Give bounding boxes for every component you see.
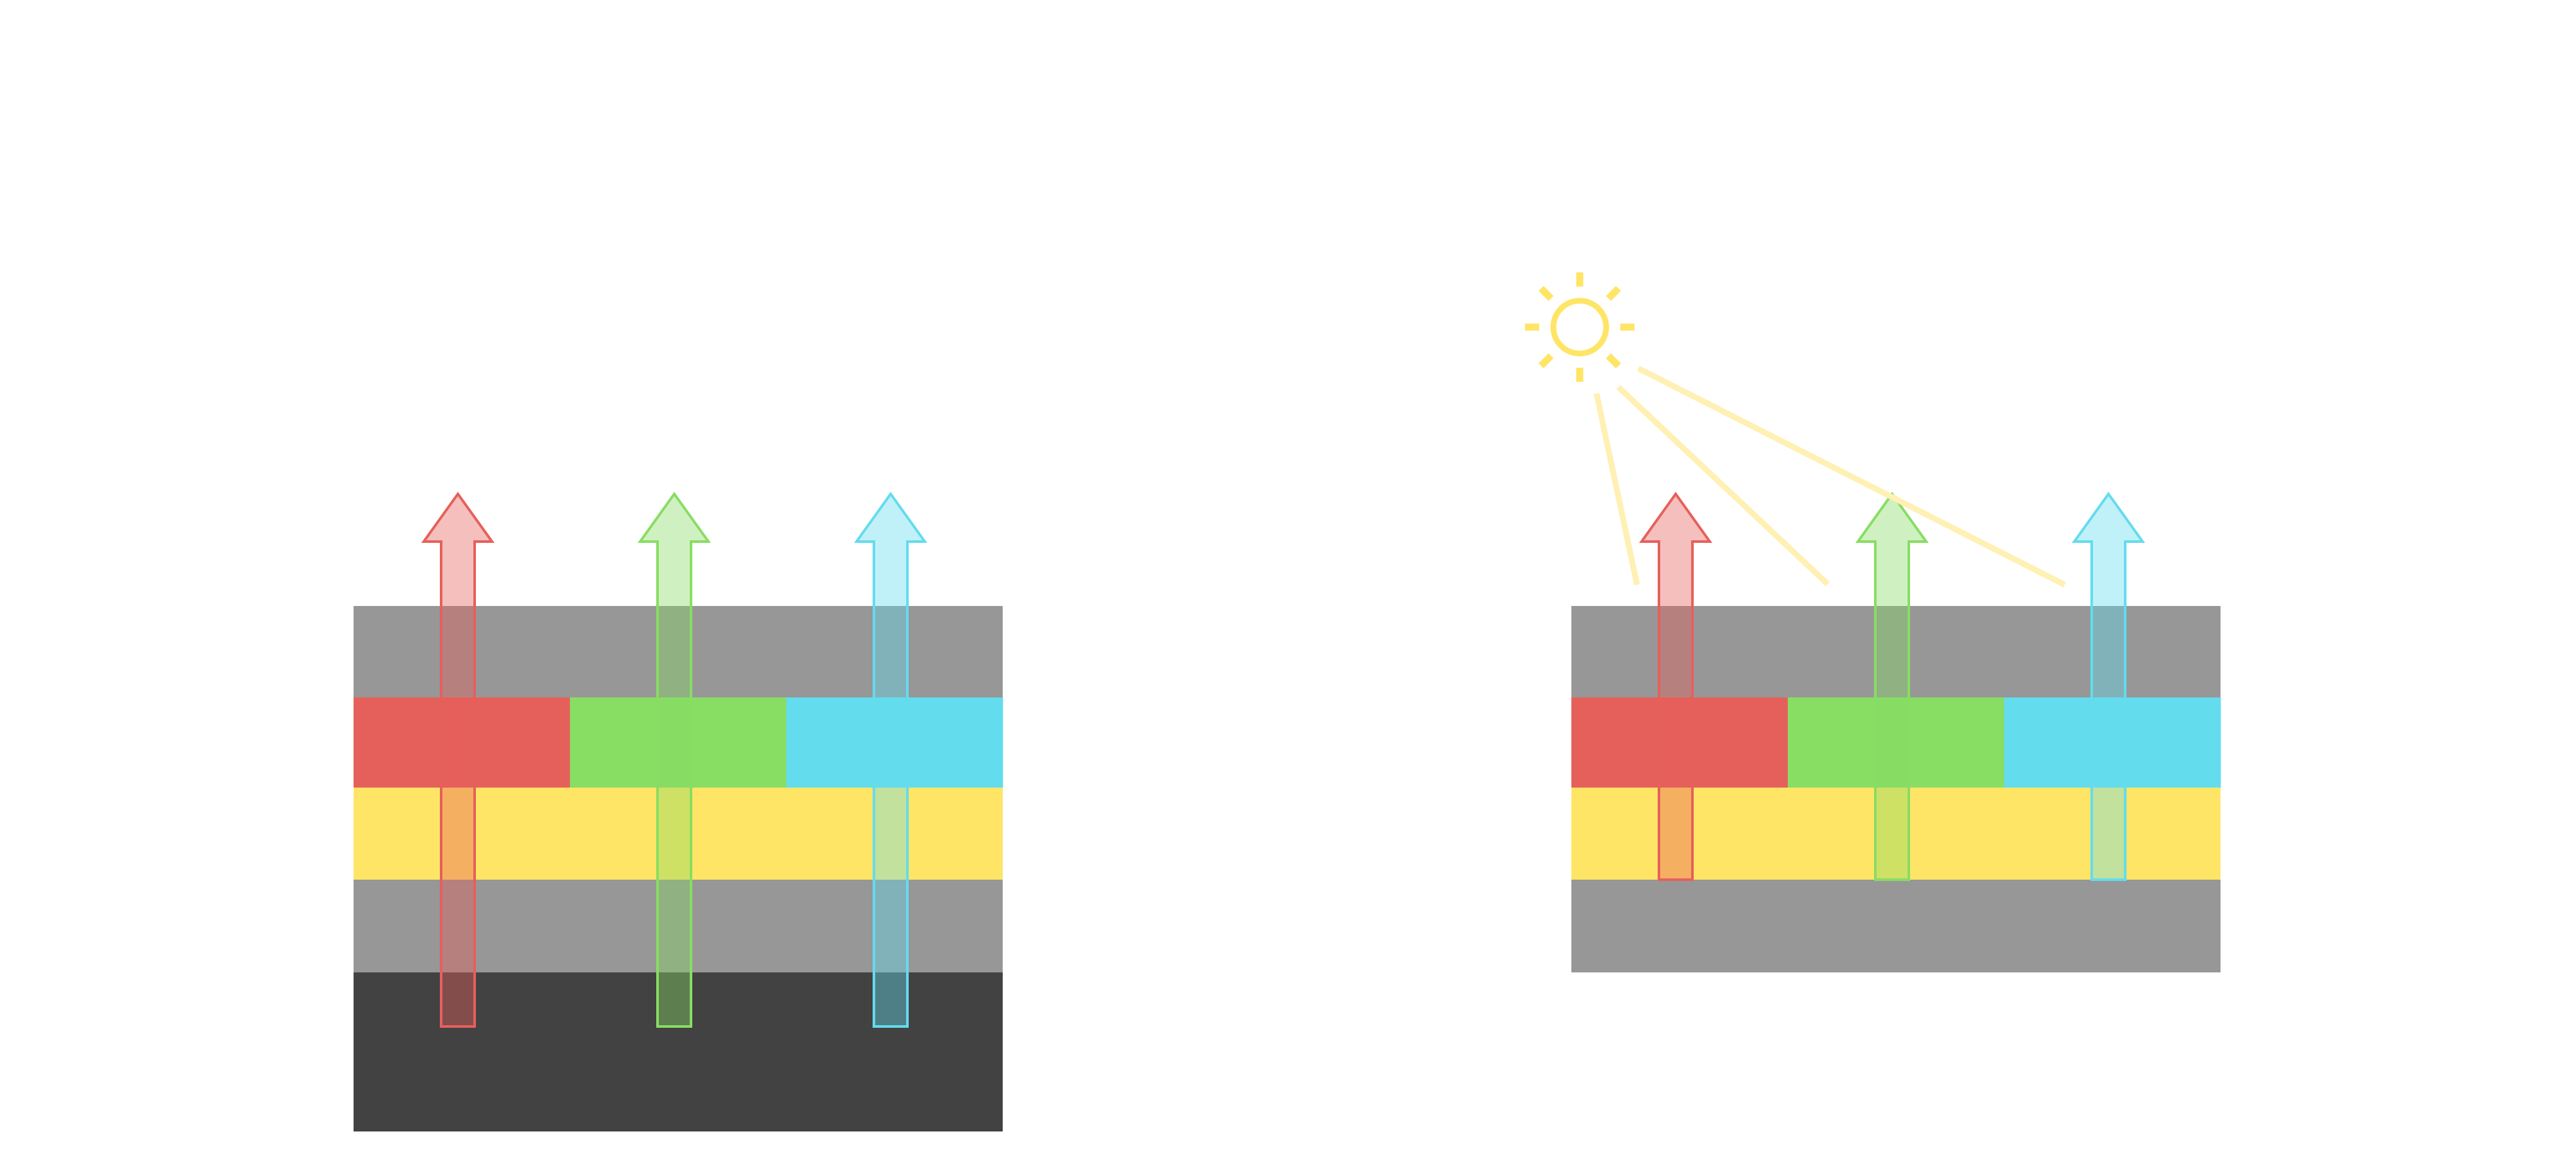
top-gray-layer — [354, 606, 1003, 697]
green-arrow-up-icon — [638, 491, 711, 1028]
green-filter-segment — [570, 697, 787, 788]
red-arrow-up-icon — [1639, 491, 1712, 881]
cyan-arrow-up-icon — [854, 491, 927, 1028]
sun-icon — [1525, 272, 1634, 382]
light-beam — [1636, 365, 2067, 588]
sun-ray — [1605, 353, 1621, 368]
sun-disc — [1550, 298, 1609, 357]
sun-ray — [1539, 286, 1554, 301]
left-layer-stack — [354, 491, 1003, 1131]
dark-backlight-layer — [354, 972, 1003, 1131]
cyan-filter-segment — [2004, 697, 2221, 788]
red-filter-segment — [1571, 697, 1788, 788]
green-arrow-up-icon — [1855, 491, 1929, 881]
sun-ray — [1605, 286, 1621, 301]
red-filter-segment — [354, 697, 571, 788]
cyan-filter-segment — [786, 697, 1003, 788]
right-layer-stack — [1571, 491, 2221, 972]
yellow-layer — [354, 788, 1003, 880]
top-gray-layer — [1571, 606, 2221, 697]
sun-ray — [1539, 353, 1554, 368]
cyan-arrow-up-icon — [2072, 491, 2145, 881]
light-beam — [1616, 384, 1830, 587]
green-filter-segment — [1788, 697, 2005, 788]
sun-light-beams — [1593, 365, 2067, 588]
light-beam — [1593, 393, 1640, 585]
bottom-gray-layer — [354, 880, 1003, 972]
bottom-gray-layer — [1571, 880, 2221, 972]
red-arrow-up-icon — [421, 491, 495, 1028]
yellow-layer — [1571, 788, 2221, 880]
